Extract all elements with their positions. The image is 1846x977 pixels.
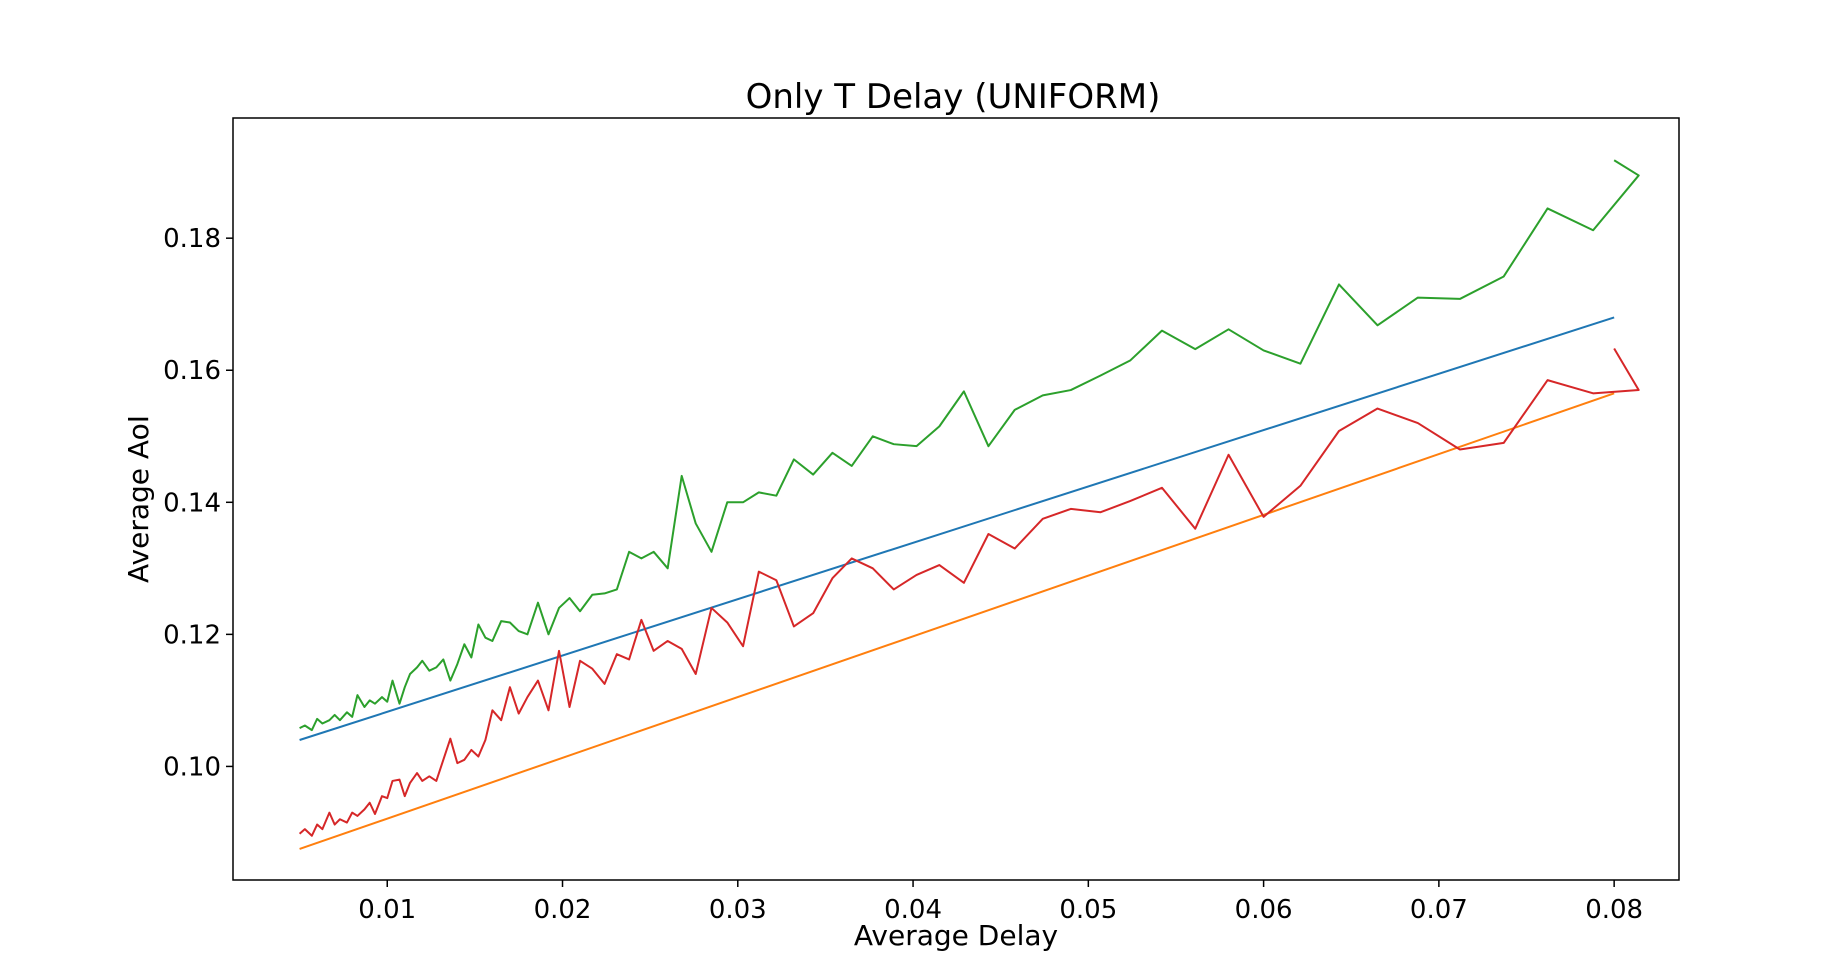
x-tick-label: 0.01 [358, 895, 416, 925]
x-tick-label: 0.08 [1585, 895, 1643, 925]
x-tick-label: 0.02 [534, 895, 592, 925]
x-tick-label: 0.03 [709, 895, 767, 925]
x-tick-label: 0.06 [1235, 895, 1293, 925]
y-tick-label: 0.10 [163, 752, 221, 782]
y-tick-label: 0.18 [163, 224, 221, 254]
series-line-1 [299, 316, 1615, 741]
x-tick-label: 0.07 [1410, 895, 1468, 925]
chart-title: Only T Delay (UNIFORM) [746, 77, 1161, 117]
x-axis-ticks: 0.01 0.02 0.03 0.04 0.05 0.06 0.07 0.08 [358, 880, 1643, 925]
y-tick-label: 0.12 [163, 620, 221, 650]
y-tick-label: 0.16 [163, 356, 221, 386]
x-tick-label: 0.04 [884, 895, 942, 925]
y-axis-ticks: 0.10 0.12 0.14 0.16 0.18 [163, 224, 233, 782]
x-tick-label: 0.05 [1059, 895, 1117, 925]
plot-area-frame [232, 117, 1680, 881]
series-layer [298, 159, 1640, 850]
x-axis-label: Average Delay [854, 919, 1058, 952]
series-line-3 [299, 159, 1640, 732]
y-axis-label: Average AoI [122, 415, 155, 583]
series-line-4 [298, 347, 1640, 837]
series-line-2 [299, 392, 1615, 850]
y-tick-label: 0.14 [163, 488, 221, 518]
